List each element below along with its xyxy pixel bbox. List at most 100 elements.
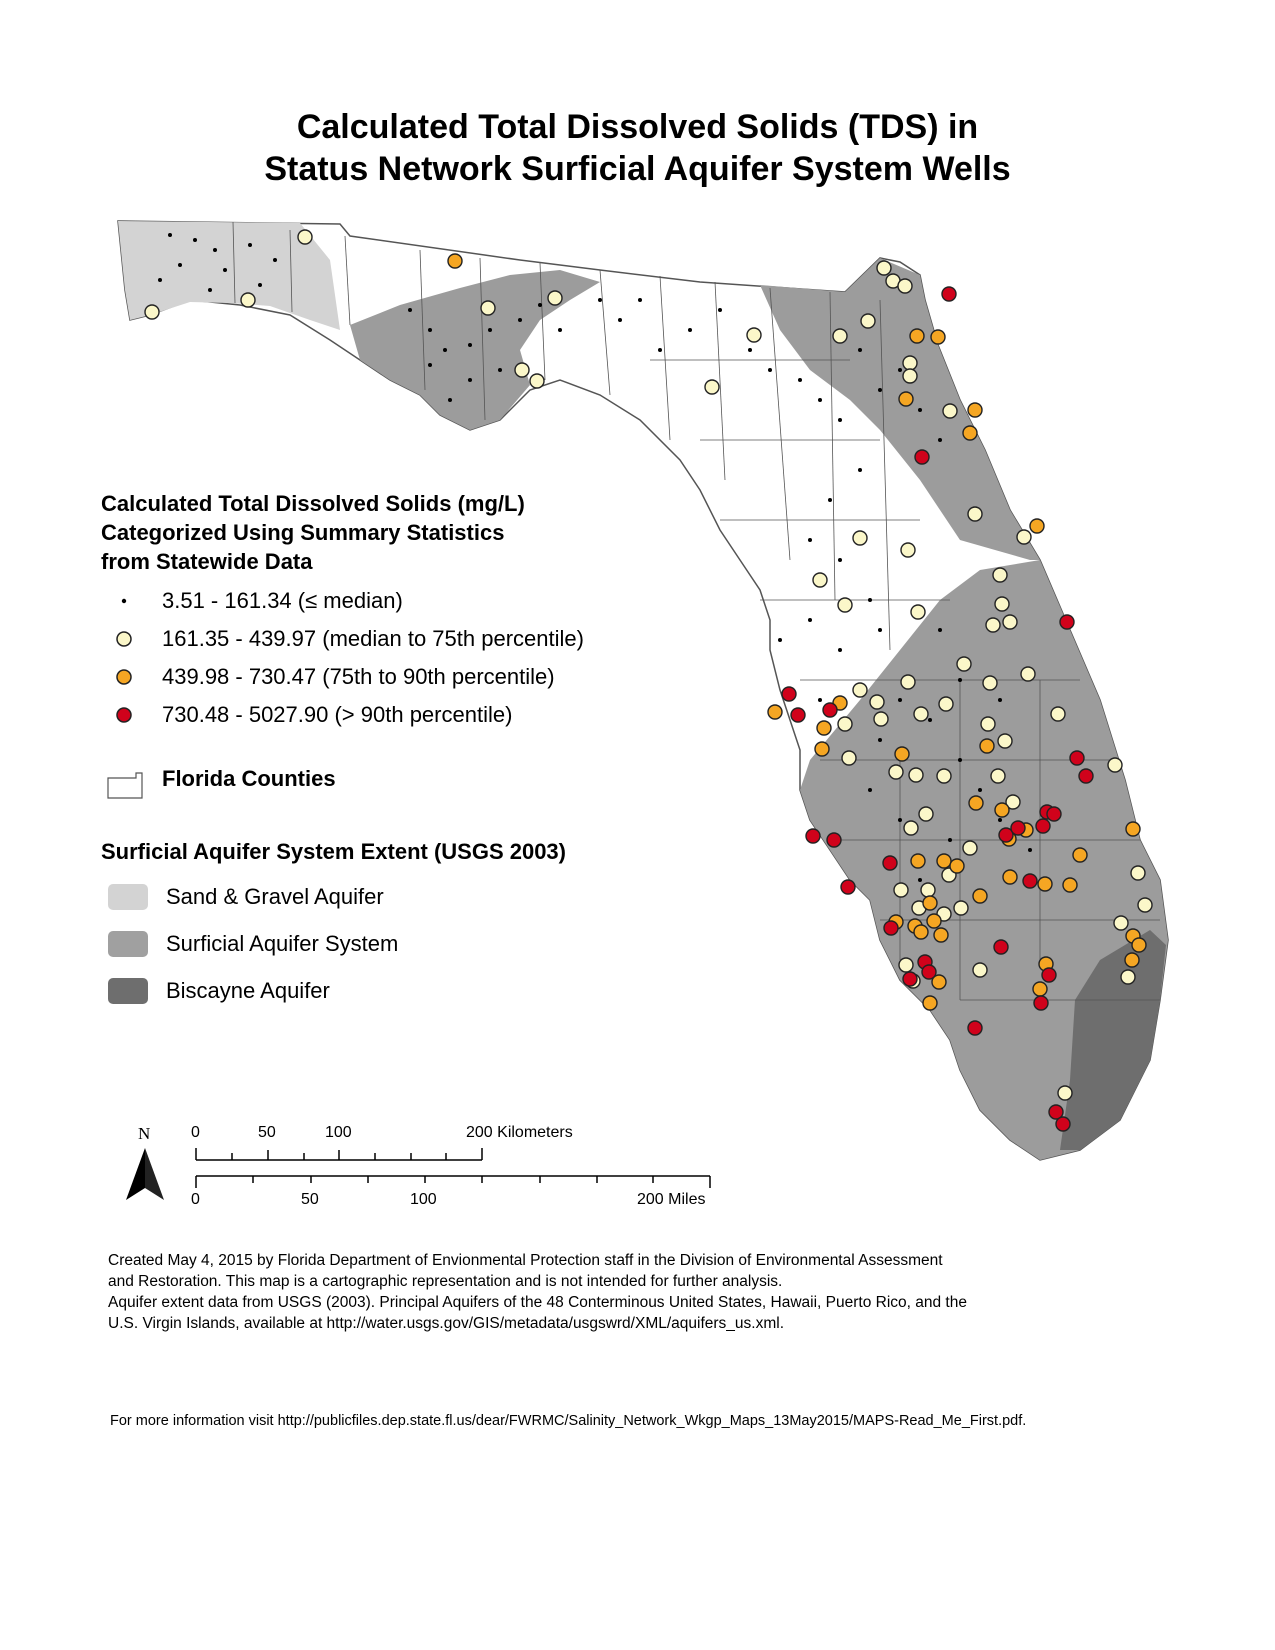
well-point <box>958 678 962 682</box>
scale-bar <box>195 1148 711 1188</box>
well-points <box>144 229 1153 1132</box>
well-point <box>1069 750 1085 766</box>
well-point <box>958 758 962 762</box>
well-point <box>990 768 1006 784</box>
well-point <box>558 328 562 332</box>
aquifer-surficial-label: Surficial Aquifer System <box>166 931 399 956</box>
well-point <box>1055 1116 1071 1132</box>
well-point <box>910 604 926 620</box>
well-point <box>1046 806 1062 822</box>
well-point <box>1002 614 1018 630</box>
well-point <box>985 617 1001 633</box>
well-point <box>998 827 1014 843</box>
sand-gravel-aquifer <box>118 221 340 330</box>
well-point <box>808 538 812 542</box>
well-point <box>980 716 996 732</box>
well-point <box>878 628 882 632</box>
well-point <box>1035 818 1051 834</box>
well-point <box>808 618 812 622</box>
well-point <box>529 373 545 389</box>
mile-tick-50: 50 <box>301 1191 319 1208</box>
well-point <box>852 530 868 546</box>
well-point <box>869 694 885 710</box>
well-point <box>878 388 882 392</box>
well-point <box>818 698 822 702</box>
well-point <box>902 368 918 384</box>
well-point <box>898 368 902 372</box>
well-point <box>826 832 842 848</box>
well-point <box>273 258 277 262</box>
well-point <box>898 957 914 973</box>
well-point <box>982 675 998 691</box>
well-point <box>998 818 1002 822</box>
well-point <box>297 229 313 245</box>
legend-symbols <box>107 598 148 1004</box>
well-point <box>914 449 930 465</box>
well-point <box>913 706 929 722</box>
tds-class-2-label: 161.35 - 439.97 (median to 75th percenti… <box>162 626 584 651</box>
well-point <box>828 498 832 502</box>
well-point <box>860 313 876 329</box>
well-point <box>918 408 922 412</box>
well-point <box>468 343 472 347</box>
well-point <box>910 853 926 869</box>
well-point <box>968 795 984 811</box>
well-point <box>838 418 842 422</box>
well-point <box>882 855 898 871</box>
well-point <box>538 303 542 307</box>
well-point <box>1137 897 1153 913</box>
mile-tick-100: 100 <box>410 1191 437 1208</box>
well-point <box>941 286 957 302</box>
well-point <box>893 882 909 898</box>
aquifer-biscayne-label: Biscayne Aquifer <box>166 978 330 1003</box>
well-point <box>873 711 889 727</box>
aquifer-sand-gravel-label: Sand & Gravel Aquifer <box>166 884 384 909</box>
north-label: N <box>138 1124 151 1143</box>
well-point <box>223 268 227 272</box>
well-point <box>1022 873 1038 889</box>
well-point <box>876 260 892 276</box>
well-point <box>448 398 452 402</box>
aquifer-legend-heading: Surficial Aquifer System Extent (USGS 20… <box>101 839 566 864</box>
well-point <box>1062 877 1078 893</box>
well-point <box>841 750 857 766</box>
well-point <box>193 238 197 242</box>
tds-legend-heading-3: from Statewide Data <box>101 549 313 574</box>
well-point <box>488 328 492 332</box>
well-point <box>618 318 622 322</box>
well-point <box>748 348 752 352</box>
well-point <box>822 702 838 718</box>
well-point <box>1002 869 1018 885</box>
well-point <box>688 328 692 332</box>
well-point <box>1033 995 1049 1011</box>
well-point <box>781 686 797 702</box>
well-point <box>962 425 978 441</box>
well-point <box>921 964 937 980</box>
well-point <box>922 995 938 1011</box>
mile-tick-0: 0 <box>191 1191 200 1208</box>
well-point <box>514 362 530 378</box>
biscayne-aquifer <box>1060 930 1166 1150</box>
credits-line-4: U.S. Virgin Islands, available at http:/… <box>108 1315 785 1332</box>
well-point <box>1072 847 1088 863</box>
well-point <box>240 292 256 308</box>
well-point <box>962 840 978 856</box>
well-point <box>213 248 217 252</box>
well-point <box>168 233 172 237</box>
well-point <box>972 962 988 978</box>
well-point <box>858 348 862 352</box>
well-point <box>967 1020 983 1036</box>
well-point <box>746 327 762 343</box>
well-point <box>936 768 952 784</box>
well-point <box>768 368 772 372</box>
well-point <box>468 378 472 382</box>
well-point <box>878 738 882 742</box>
well-point <box>814 741 830 757</box>
well-point <box>178 263 182 267</box>
well-point <box>888 764 904 780</box>
well-point <box>158 278 162 282</box>
well-point <box>1113 915 1129 931</box>
well-point <box>428 363 432 367</box>
well-point <box>1050 706 1066 722</box>
